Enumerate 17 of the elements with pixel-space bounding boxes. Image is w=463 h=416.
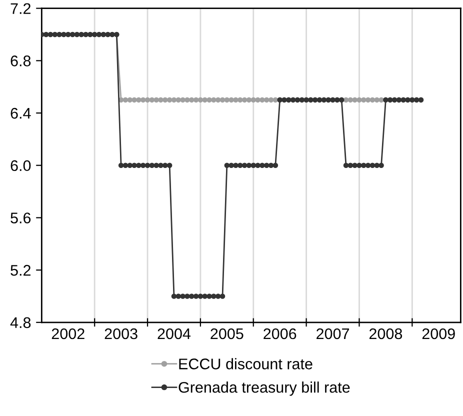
y-tick-label: 7.2 [10, 3, 30, 14]
y-tick-label: 6.4 [10, 108, 31, 119]
y-tick-label: 6.8 [10, 56, 31, 66]
legend-label: ECCU discount rate [179, 358, 312, 370]
x-tick-label: 2002 [52, 328, 84, 340]
x-tick-label: 2003 [104, 328, 138, 340]
y-tick-label: 5.2 [10, 264, 30, 276]
y-tick-label: 5.6 [10, 212, 31, 224]
x-tick-label: 2004 [158, 328, 191, 340]
x-tick-label: 2008 [369, 328, 402, 340]
y-tick-label: 6.0 [10, 160, 31, 172]
y-tick-label: 4.8 [10, 317, 31, 328]
x-tick-label: 2007 [316, 328, 350, 340]
x-tick-label: 2006 [264, 328, 296, 340]
x-tick-label: 2005 [210, 328, 244, 340]
x-tick-label: 2009 [422, 328, 455, 340]
legend-label: Grenada treasury bill rate [178, 382, 350, 396]
